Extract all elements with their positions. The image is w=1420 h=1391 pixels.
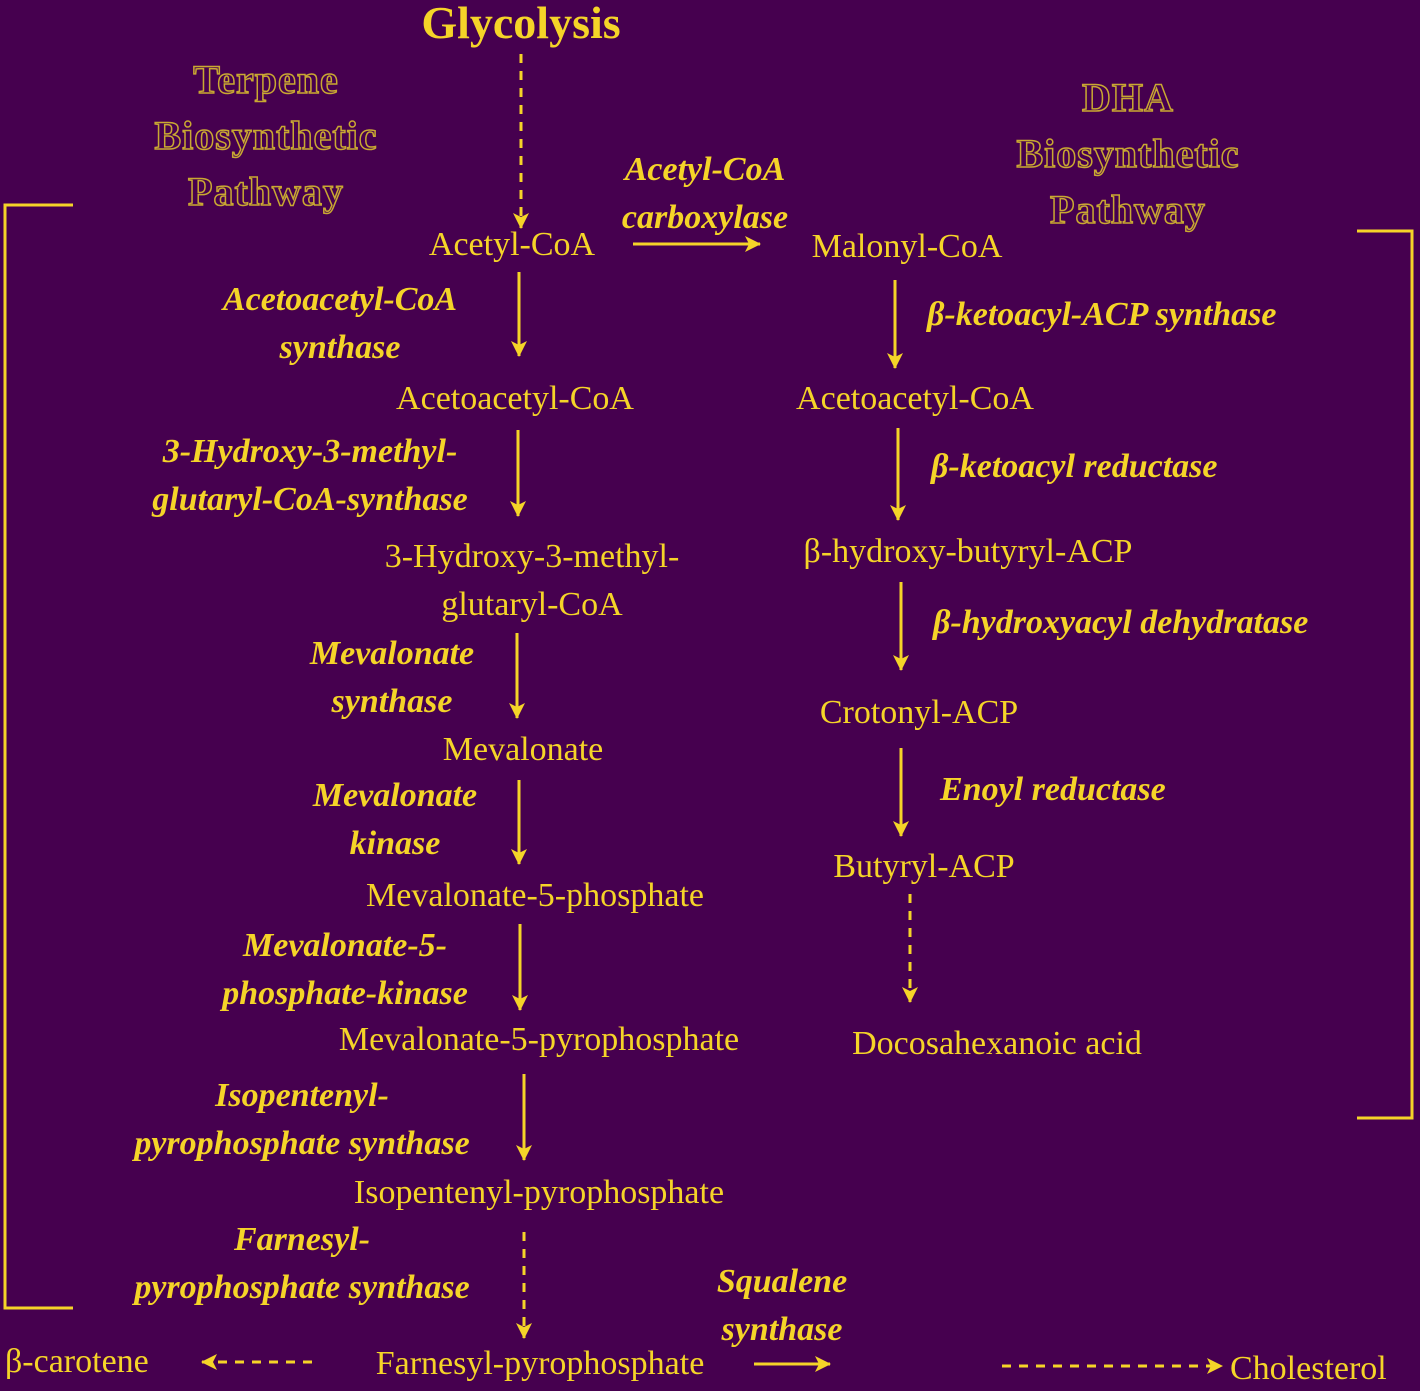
beta-ketoacyl-reductase-label: β-ketoacyl reductase — [931, 448, 1218, 485]
mevalonate-synthase-label: Mevalonate synthase — [309, 635, 475, 720]
malonyl-coa: Malonyl-CoA — [811, 228, 1003, 265]
terpene-pathway-header: Terpene Biosynthetic Pathway — [154, 56, 378, 215]
mevalonate: Mevalonate — [442, 731, 604, 768]
butyryl-acp: Butyryl-ACP — [833, 848, 1015, 885]
dha-pathway-header: DHA Biosynthetic Pathway — [1016, 74, 1240, 233]
hmg-coa: 3-Hydroxy-3-methyl- glutaryl-CoA — [384, 538, 680, 623]
mevalonate-5-phosphate-kinase-label: Mevalonate-5- phosphate-kinase — [222, 927, 468, 1012]
mevalonate-5-pyrophosphate: Mevalonate-5-pyrophosphate — [338, 1021, 740, 1058]
mevalonate-5-phosphate: Mevalonate-5-phosphate — [366, 877, 704, 914]
fpp-synthase-label: Farnesyl- pyrophosphate synthase — [134, 1221, 470, 1306]
terpene-bracket — [3, 203, 73, 1310]
isopentenyl-pyrophosphate: Isopentenyl-pyrophosphate — [353, 1174, 725, 1211]
ipp-synthase-label: Isopentenyl- pyrophosphate synthase — [134, 1077, 470, 1162]
dha-acetoacetyl-coa: Acetoacetyl-CoA — [796, 380, 1034, 417]
beta-hydroxy-butyryl-acp: β-hydroxy-butyryl-ACP — [803, 533, 1133, 570]
terpene-acetoacetyl-coa: Acetoacetyl-CoA — [396, 380, 634, 417]
beta-ketoacyl-acp-synthase-label: β-ketoacyl-ACP synthase — [927, 296, 1277, 333]
docosahexanoic-acid: Docosahexanoic acid — [852, 1025, 1142, 1062]
squalene-synthase-label: Squalene synthase — [716, 1263, 848, 1348]
acetoacetyl-coa-synthase-label: Acetoacetyl-CoA synthase — [222, 281, 458, 366]
glycolysis-title: Glycolysis — [421, 0, 621, 48]
cholesterol: Cholesterol — [1230, 1350, 1387, 1387]
crotonyl-acp: Crotonyl-ACP — [819, 694, 1019, 731]
dha-bracket — [1357, 229, 1414, 1120]
terpene-acetyl-coa: Acetyl-CoA — [428, 226, 596, 263]
acetyl-coa-carboxylase-label: Acetyl-CoA carboxylase — [621, 151, 789, 236]
hmg-coa-synthase-label: 3-Hydroxy-3-methyl- glutaryl-CoA-synthas… — [152, 433, 468, 518]
beta-carotene: β-carotene — [5, 1343, 149, 1380]
farnesyl-pyrophosphate: Farnesyl-pyrophosphate — [375, 1345, 705, 1382]
enoyl-reductase-label: Enoyl reductase — [940, 771, 1166, 808]
mevalonate-kinase-label: Mevalonate kinase — [312, 777, 478, 862]
beta-hydroxyacyl-dehydratase-label: β-hydroxyacyl dehydratase — [933, 604, 1309, 641]
